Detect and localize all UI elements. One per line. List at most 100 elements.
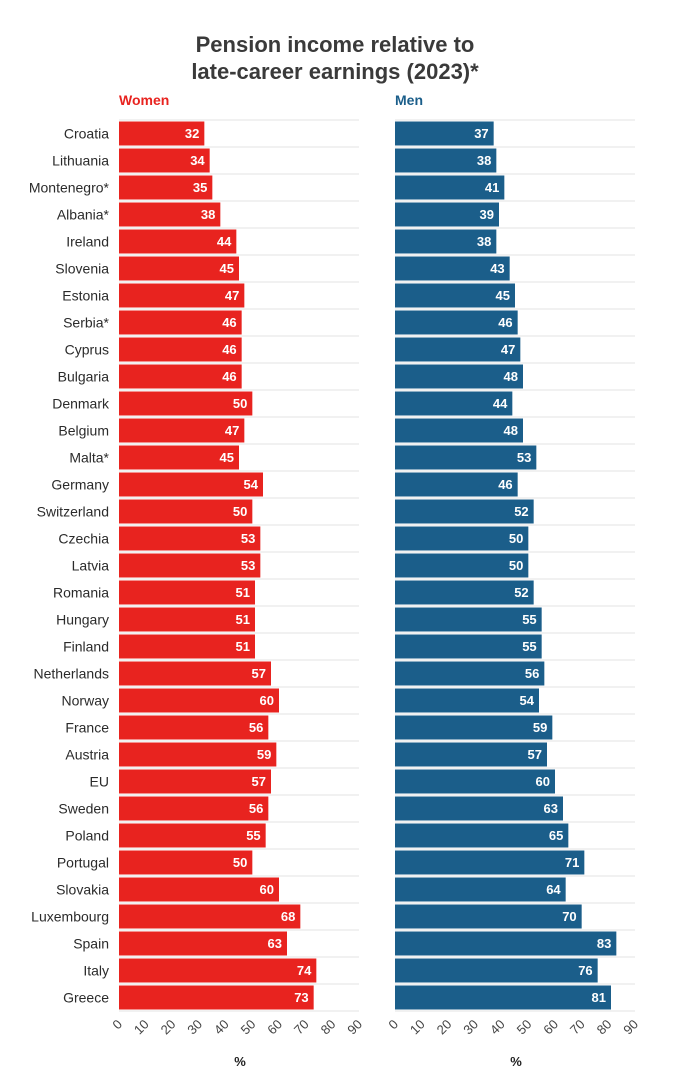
men-bar-estonia	[395, 283, 515, 308]
women-value-label: 60	[260, 693, 274, 708]
women-value-label: 73	[294, 990, 308, 1005]
men-bar-belgium	[395, 418, 523, 443]
men-bar-montenegro	[395, 175, 505, 200]
men-value-label: 57	[528, 747, 542, 762]
men-bar-slovakia	[395, 877, 566, 902]
men-x-tick-label: 10	[407, 1017, 428, 1038]
women-value-label: 50	[233, 855, 247, 870]
men-value-label: 81	[592, 990, 606, 1005]
women-x-tick-label: 80	[318, 1017, 339, 1038]
men-value-label: 52	[514, 585, 528, 600]
country-label: Montenegro*	[29, 180, 110, 196]
country-label: EU	[90, 774, 109, 790]
country-label: Croatia	[64, 126, 109, 142]
men-bar-albania	[395, 202, 499, 227]
country-label: Finland	[63, 639, 109, 655]
country-label: Austria	[65, 747, 109, 763]
men-value-label: 50	[509, 531, 523, 546]
women-value-label: 57	[252, 666, 266, 681]
men-bar-denmark	[395, 391, 513, 416]
men-value-label: 83	[597, 936, 611, 951]
men-value-label: 56	[525, 666, 539, 681]
women-bar-eu	[119, 769, 271, 794]
women-value-label: 56	[249, 720, 263, 735]
men-value-label: 55	[522, 639, 536, 654]
women-value-label: 60	[260, 882, 274, 897]
men-x-tick-label: 0	[385, 1017, 401, 1033]
men-panel-label: Men	[395, 92, 423, 108]
country-label: Switzerland	[37, 504, 109, 520]
chart-title-line-1: Pension income relative to	[196, 32, 475, 57]
men-value-label: 48	[504, 423, 518, 438]
women-value-label: 46	[222, 315, 236, 330]
women-bar-belgium	[119, 418, 245, 443]
men-bar-cyprus	[395, 337, 521, 362]
men-bar-spain	[395, 931, 617, 956]
country-label: Netherlands	[34, 666, 110, 682]
women-bar-denmark	[119, 391, 253, 416]
men-bar-slovenia	[395, 256, 510, 281]
women-panel-label: Women	[119, 92, 169, 108]
men-x-tick-label: 30	[460, 1017, 481, 1038]
country-label: Luxembourg	[31, 909, 109, 925]
women-bar-estonia	[119, 283, 245, 308]
men-value-label: 53	[517, 450, 531, 465]
women-value-label: 57	[252, 774, 266, 789]
country-label: Belgium	[58, 423, 109, 439]
women-value-label: 56	[249, 801, 263, 816]
men-bar-greece	[395, 985, 611, 1010]
country-label: Sweden	[58, 801, 109, 817]
country-label: Bulgaria	[58, 369, 110, 385]
women-value-label: 74	[297, 963, 312, 978]
men-bar-latvia	[395, 553, 529, 578]
men-value-label: 47	[501, 342, 515, 357]
women-x-tick-label: 50	[238, 1017, 259, 1038]
women-value-label: 47	[225, 423, 239, 438]
women-value-label: 68	[281, 909, 295, 924]
women-x-tick-label: 60	[264, 1017, 285, 1038]
men-bar-malta	[395, 445, 537, 470]
men-panel: 0 10 20 30 40 50 60 70 80 90373841393843454647484…	[385, 119, 641, 1038]
men-value-label: 63	[544, 801, 558, 816]
women-x-tick-label: 30	[184, 1017, 205, 1038]
women-bar-montenegro	[119, 175, 213, 200]
men-bar-finland	[395, 634, 542, 659]
country-label: Albania*	[57, 207, 110, 223]
women-bar-croatia	[119, 121, 205, 146]
women-value-label: 63	[268, 936, 282, 951]
women-x-tick-label: 90	[344, 1017, 365, 1038]
women-bar-netherlands	[119, 661, 271, 686]
women-bar-romania	[119, 580, 255, 605]
men-bar-bulgaria	[395, 364, 523, 389]
country-label: Germany	[51, 477, 109, 493]
men-value-label: 71	[565, 855, 579, 870]
country-label: Italy	[83, 963, 109, 979]
men-value-label: 64	[546, 882, 561, 897]
women-bar-germany	[119, 472, 263, 497]
men-value-label: 43	[490, 261, 504, 276]
women-bar-albania	[119, 202, 221, 227]
country-label: Ireland	[66, 234, 109, 250]
country-label: Malta*	[69, 450, 109, 466]
men-value-label: 50	[509, 558, 523, 573]
men-value-label: 37	[474, 126, 488, 141]
women-value-label: 35	[193, 180, 207, 195]
country-label: Slovakia	[56, 882, 109, 898]
women-value-label: 51	[236, 639, 250, 654]
women-value-label: 55	[246, 828, 260, 843]
women-value-label: 44	[217, 234, 232, 249]
men-bar-czechia	[395, 526, 529, 551]
men-value-label: 46	[498, 477, 512, 492]
women-x-axis-label: %	[234, 1054, 246, 1069]
women-bar-norway	[119, 688, 279, 713]
men-bar-italy	[395, 958, 598, 983]
women-bar-austria	[119, 742, 277, 767]
women-value-label: 53	[241, 558, 255, 573]
women-bar-slovakia	[119, 877, 279, 902]
men-bar-hungary	[395, 607, 542, 632]
men-bar-norway	[395, 688, 539, 713]
men-value-label: 60	[536, 774, 550, 789]
men-bar-netherlands	[395, 661, 545, 686]
